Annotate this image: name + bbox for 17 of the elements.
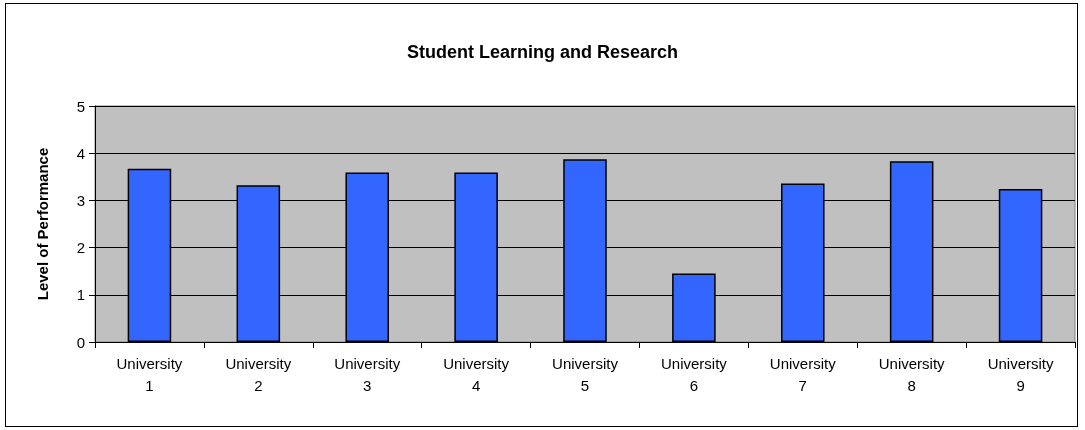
y-tick-label: 1 — [76, 286, 85, 304]
x-tick-label: University 4 — [443, 354, 510, 394]
y-tick-label: 5 — [76, 97, 85, 115]
x-tick-label: University 7 — [769, 354, 837, 394]
x-tick-label: University 8 — [878, 354, 946, 394]
x-tick-label: University 1 — [116, 354, 183, 394]
x-tick-label: University 9 — [987, 354, 1054, 394]
y-axis-title: Level of Performance — [34, 147, 51, 301]
y-tick-label: 0 — [76, 333, 85, 351]
x-tick-label: University 2 — [225, 354, 292, 394]
x-tick-label: University 5 — [552, 354, 619, 394]
chart-title: Student Learning and Research — [406, 42, 679, 62]
y-tick-label: 4 — [76, 144, 85, 162]
y-tick-label: 2 — [76, 239, 85, 257]
y-tick-label: 3 — [76, 191, 85, 209]
x-tick-label: University 6 — [660, 354, 728, 394]
x-tick-label: University 3 — [334, 354, 401, 394]
